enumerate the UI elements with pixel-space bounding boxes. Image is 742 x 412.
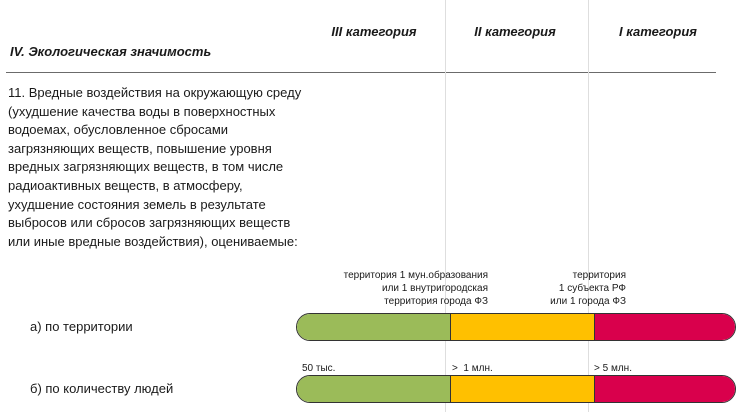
- header-divider: [6, 72, 716, 73]
- people-segment-ii: [450, 376, 594, 402]
- territory-scale-bar: [296, 313, 736, 341]
- category-iii-header: III категория: [331, 24, 417, 39]
- territory-annotation-i: территория 1 субъекта РФ или 1 города ФЗ: [550, 270, 626, 307]
- people-row-label: б) по количеству людей: [30, 381, 174, 396]
- people-annotation-i: > 5 млн.: [594, 363, 632, 374]
- category-ii-header: II категория: [474, 24, 556, 39]
- territory-segment-iii: [297, 314, 450, 340]
- column-divider-i: [588, 0, 589, 412]
- territory-row-label: а) по территории: [30, 319, 133, 334]
- people-annotation-ii: > 1 млн.: [452, 363, 493, 374]
- territory-segment-ii: [450, 314, 594, 340]
- column-divider-ii: [445, 0, 446, 412]
- people-segment-i: [594, 376, 735, 402]
- people-annotation-iii: 50 тыс.: [302, 363, 336, 374]
- territory-annotation-ii: территория 1 мун.образования или 1 внутр…: [343, 270, 488, 307]
- territory-segment-i: [594, 314, 735, 340]
- section-title: IV. Экологическая значимость: [10, 44, 212, 59]
- people-scale-bar: [296, 375, 736, 403]
- criterion-description: 11. Вредные воздействия на окружающую ср…: [8, 85, 302, 249]
- people-segment-iii: [297, 376, 450, 402]
- category-i-header: I категория: [619, 24, 697, 39]
